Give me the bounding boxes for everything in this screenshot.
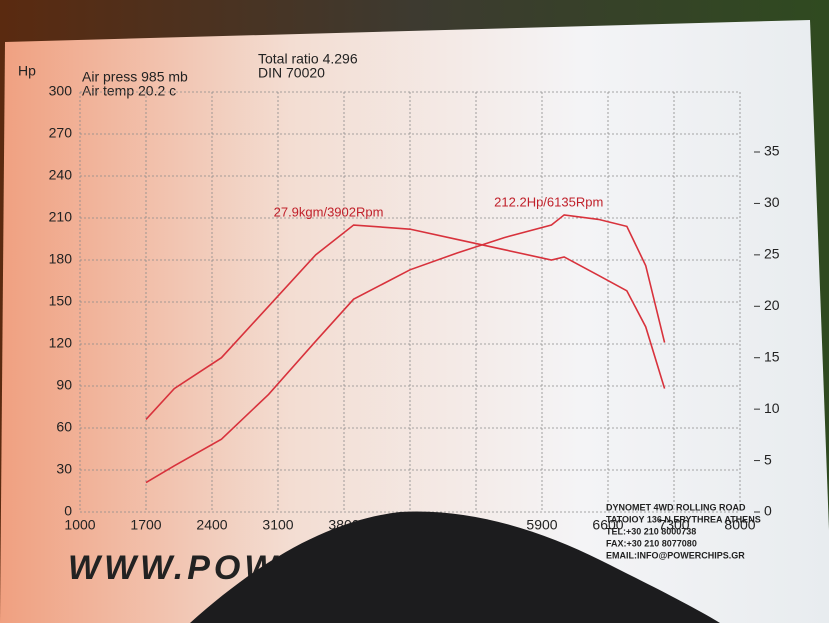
y2-tick-label: 5 bbox=[764, 451, 772, 467]
y-tick-label: 60 bbox=[56, 419, 72, 435]
y-tick-label: 270 bbox=[49, 125, 73, 141]
x-tick-label: 1700 bbox=[130, 517, 161, 533]
y-tick-label: 240 bbox=[49, 167, 73, 183]
x-tick-label: 7300 bbox=[658, 517, 689, 533]
address-line: FAX:+30 210 8077080 bbox=[606, 538, 697, 548]
car-silhouette bbox=[190, 511, 720, 623]
note: DIN 70020 bbox=[258, 65, 325, 81]
series-line bbox=[145, 224, 666, 420]
address: DYNOMET 4WD ROLLING ROAD TATOIOY 136 N.E… bbox=[606, 502, 761, 560]
x-tick-label: 3100 bbox=[262, 517, 293, 533]
y2-tick-label: 30 bbox=[764, 194, 780, 210]
y-tick-label: 30 bbox=[56, 461, 72, 477]
address-line: DYNOMET 4WD ROLLING ROAD bbox=[606, 502, 746, 512]
address-line: EMAIL:INFO@POWERCHIPS.GR bbox=[606, 550, 745, 560]
note: Air press 985 mb bbox=[82, 69, 188, 85]
y2-tick-label: 10 bbox=[764, 400, 780, 416]
y2-tick-label: 35 bbox=[764, 143, 780, 159]
y2-tick-label: 25 bbox=[764, 246, 780, 262]
y2-tick-label: 15 bbox=[764, 348, 780, 364]
address-line: TEL:+30 210 8000738 bbox=[606, 526, 696, 536]
x-tick-label: 6600 bbox=[592, 517, 623, 533]
note: Total ratio 4.296 bbox=[258, 51, 358, 67]
y-tick-label: 0 bbox=[64, 503, 72, 519]
note: Air temp 20.2 c bbox=[82, 83, 176, 99]
y-tick-label: 150 bbox=[49, 293, 73, 309]
y-tick-label: 300 bbox=[49, 83, 73, 99]
y-axis-label: Hp bbox=[18, 63, 36, 79]
x-tick-label: 1000 bbox=[64, 517, 95, 533]
annotation: 212.2Hp/6135Rpm bbox=[494, 194, 603, 209]
annotation: 27.9kgm/3902Rpm bbox=[274, 204, 384, 219]
x-tick-label: 5900 bbox=[526, 517, 557, 533]
series-line bbox=[145, 214, 666, 484]
x-tick-label: 2400 bbox=[196, 517, 227, 533]
address-line: TATOIOY 136 N.ERYTHREA ATHENS bbox=[606, 514, 761, 524]
y-tick-label: 180 bbox=[49, 251, 73, 267]
y2-tick-label: 0 bbox=[764, 503, 772, 519]
x-tick-label: 8000 bbox=[724, 517, 755, 533]
y-tick-label: 210 bbox=[49, 209, 73, 225]
y2-tick-label: 20 bbox=[764, 297, 780, 313]
y-tick-label: 90 bbox=[56, 377, 72, 393]
paper bbox=[0, 20, 829, 623]
y-tick-label: 120 bbox=[49, 335, 73, 351]
